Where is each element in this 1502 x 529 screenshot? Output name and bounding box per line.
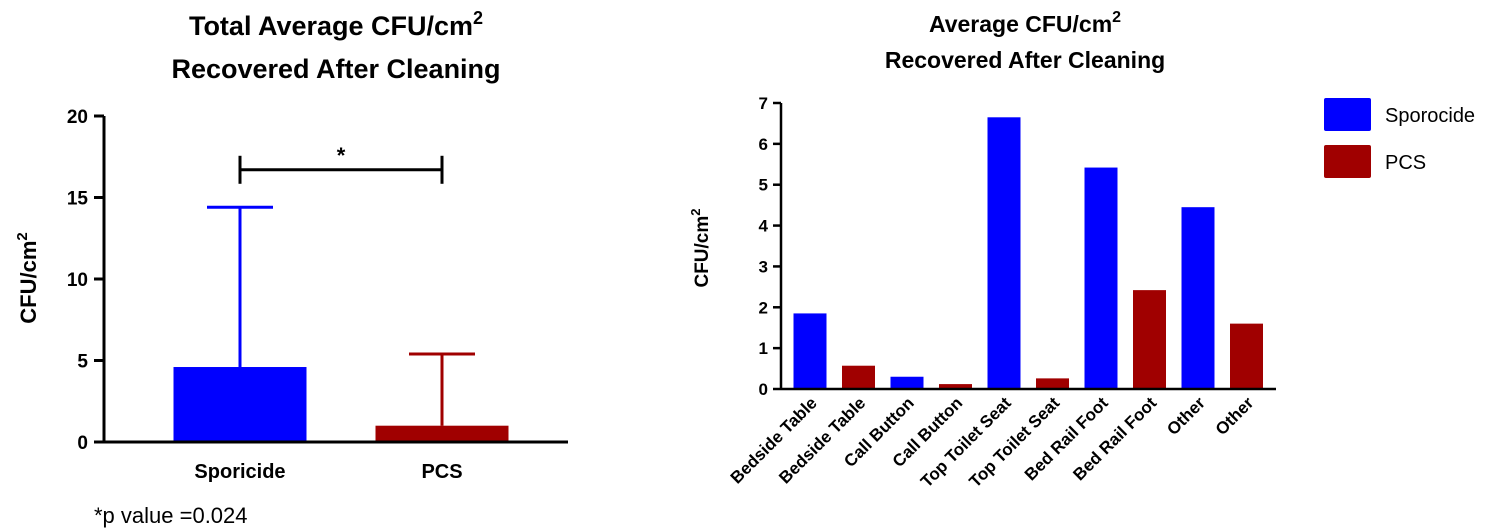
bar-top-toilet-seat-sporocide — [988, 117, 1021, 389]
bar-call-button-sporocide — [891, 377, 924, 389]
left-chart-title: Total Average CFU/cm2 — [189, 8, 483, 41]
left-y-axis-label: CFU/cm2 — [14, 232, 41, 323]
category-label-other-pcs: Other — [1212, 393, 1258, 439]
right-y-axis-label: CFU/cm2 — [688, 208, 713, 287]
bar-top-toilet-seat-pcs — [1036, 378, 1069, 389]
right-y-tick-label: 3 — [759, 257, 768, 276]
bar-sporicide — [174, 367, 307, 442]
legend-swatch-sporocide — [1324, 98, 1371, 131]
legend: Sporocide PCS — [1324, 98, 1475, 178]
legend-label-sporocide: Sporocide — [1385, 105, 1475, 127]
bar-pcs — [376, 426, 509, 442]
legend-swatch-pcs — [1324, 145, 1371, 178]
category-label-bedside-table-pcs: Bedside Table — [775, 393, 869, 487]
category-label-bedside-table-sporocide: Bedside Table — [727, 393, 821, 487]
left-y-tick-label: 10 — [67, 270, 88, 291]
category-label-other-sporocide: Other — [1163, 393, 1209, 439]
left-category-labels: Sporicide PCS — [194, 461, 462, 483]
right-y-tick-label: 2 — [759, 298, 768, 317]
bar-bed-rail-foot-pcs — [1133, 290, 1166, 389]
left-y-ticks: 0 5 10 15 20 — [67, 107, 104, 454]
right-y-tick-label: 6 — [759, 135, 768, 154]
bar-other-pcs — [1230, 324, 1263, 389]
bar-bedside-table-sporocide — [794, 313, 827, 389]
significance-bracket: * — [240, 143, 442, 184]
left-y-tick-label: 15 — [67, 189, 89, 210]
bar-other-sporocide — [1182, 207, 1215, 389]
right-y-tick-label: 4 — [759, 217, 769, 236]
right-bars — [794, 117, 1264, 389]
right-chart-title-line2: Recovered After Cleaning — [885, 47, 1165, 73]
right-chart-title: Average CFU/cm2 — [929, 9, 1121, 37]
left-chart: Total Average CFU/cm2 Recovered After Cl… — [14, 8, 568, 528]
right-y-ticks: 0 1 2 3 4 5 6 7 — [759, 94, 781, 399]
bar-bedside-table-pcs — [842, 366, 875, 389]
significance-asterisk: * — [337, 143, 346, 168]
left-y-tick-label: 5 — [77, 352, 88, 373]
legend-label-pcs: PCS — [1385, 152, 1426, 174]
right-chart: Average CFU/cm2 Recovered After Cleaning… — [688, 9, 1475, 491]
right-y-tick-label: 0 — [759, 380, 768, 399]
bar-bed-rail-foot-sporocide — [1085, 168, 1118, 389]
left-y-tick-label: 0 — [77, 433, 88, 454]
left-chart-title-line2: Recovered After Cleaning — [171, 54, 500, 84]
left-bars — [174, 367, 509, 442]
p-value-note: *p value =0.024 — [94, 503, 248, 528]
right-y-tick-label: 5 — [759, 176, 768, 195]
right-y-tick-label: 7 — [759, 94, 768, 113]
left-y-tick-label: 20 — [67, 107, 88, 128]
category-label-sporicide: Sporicide — [194, 461, 285, 483]
category-label-bed-rail-foot-pcs: Bed Rail Foot — [1069, 393, 1160, 484]
right-y-tick-label: 1 — [759, 339, 768, 358]
category-label-bed-rail-foot-sporocide: Bed Rail Foot — [1021, 393, 1112, 484]
category-label-pcs: PCS — [421, 461, 462, 483]
